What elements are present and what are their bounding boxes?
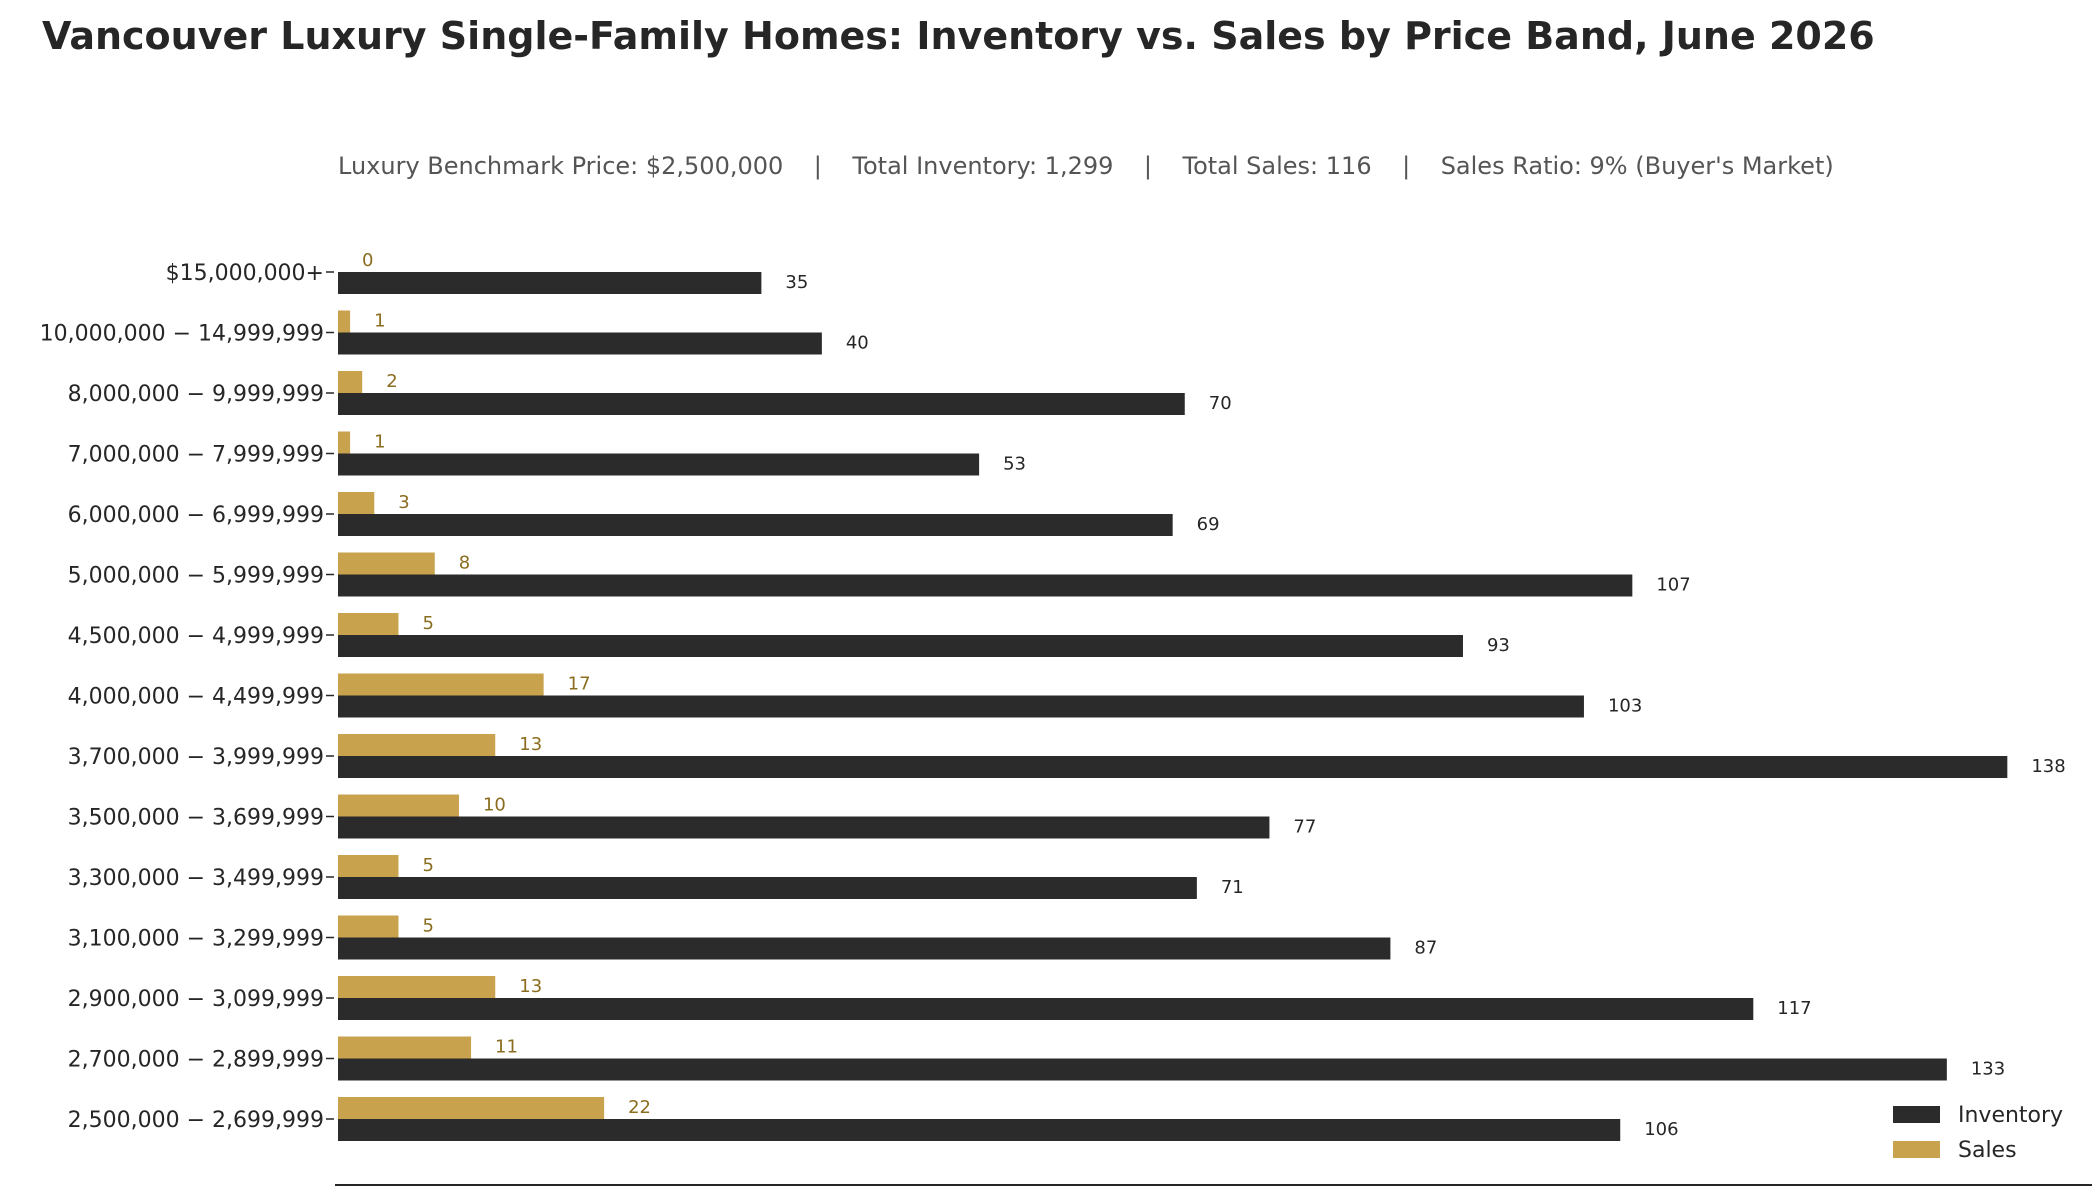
category-label: 2,900,000 − 3,099,999: [68, 987, 324, 1012]
sales-bar: [338, 915, 399, 938]
sales-value-label: 3: [398, 492, 409, 513]
sales-bar: [338, 794, 459, 817]
inventory-value-label: 93: [1487, 635, 1510, 656]
sales-bar: [338, 673, 544, 696]
inventory-bar: [338, 514, 1173, 536]
sales-value-label: 5: [422, 613, 433, 634]
sales-value-label: 22: [628, 1097, 651, 1118]
legend: Inventory Sales: [1893, 1103, 2063, 1163]
sales-bar: [338, 613, 399, 635]
inventory-bar: [338, 695, 1584, 718]
sales-bar: [338, 976, 496, 998]
category-label: 8,000,000 − 9,999,999: [68, 382, 324, 407]
sales-bar: [338, 431, 351, 454]
sales-value-label: 2: [386, 371, 397, 392]
sales-bar: [338, 310, 351, 333]
inventory-bar: [338, 756, 2008, 778]
category-label: 6,000,000 − 6,999,999: [68, 503, 324, 528]
sales-value-label: 11: [495, 1037, 518, 1058]
inventory-value-label: 35: [785, 272, 808, 293]
sales-bar: [338, 492, 375, 514]
inventory-bar: [338, 1058, 1947, 1081]
sales-bar: [338, 552, 435, 575]
sales-value-label: 1: [374, 432, 385, 453]
inventory-value-label: 77: [1293, 817, 1316, 838]
legend-label-sales: Sales: [1958, 1138, 2017, 1163]
inventory-bar: [338, 998, 1754, 1020]
sales-value-label: 17: [568, 674, 591, 695]
inventory-bar: [338, 816, 1270, 839]
sales-value-label: 1: [374, 311, 385, 332]
category-label: 3,100,000 − 3,299,999: [68, 927, 324, 952]
legend-swatch-sales: [1893, 1141, 1940, 1158]
chart-title: Vancouver Luxury Single-Family Homes: In…: [42, 14, 1875, 58]
category-label: 7,000,000 − 7,999,999: [68, 443, 324, 468]
category-label: 2,500,000 − 2,699,999: [68, 1108, 324, 1133]
inventory-bar: [338, 393, 1185, 415]
sales-bar: [338, 855, 399, 877]
sales-bar: [338, 371, 363, 393]
inventory-value-label: 87: [1414, 938, 1437, 959]
sales-value-label: 13: [519, 734, 542, 755]
inventory-bar: [338, 574, 1633, 597]
bars: 0 35 1 40 2 70 1 53 3 69 8 107 5 93 17 103 13 138 10 77 5 71 5…: [338, 250, 2066, 1141]
sales-bar: [338, 1097, 605, 1119]
inventory-value-label: 70: [1209, 393, 1232, 414]
inventory-value-label: 40: [846, 333, 869, 354]
inventory-bar: [338, 272, 762, 294]
stats-line: Luxury Benchmark Price: $2,500,000 | Tot…: [338, 152, 1834, 180]
category-label: 3,700,000 − 3,999,999: [68, 745, 324, 770]
category-label: $15,000,000+: [166, 261, 324, 286]
sales-value-label: 10: [483, 795, 506, 816]
inventory-bar: [338, 1119, 1621, 1141]
category-label: 3,300,000 − 3,499,999: [68, 866, 324, 891]
stats-text: Luxury Benchmark Price: $2,500,000 | Tot…: [338, 152, 1834, 180]
sales-value-label: 5: [422, 855, 433, 876]
inventory-bar: [338, 635, 1463, 657]
inventory-bar: [338, 453, 980, 476]
sales-bar: [338, 1036, 472, 1059]
category-label: 3,500,000 − 3,699,999: [68, 806, 324, 831]
inventory-bar: [338, 877, 1197, 899]
inventory-value-label: 138: [2031, 756, 2065, 777]
inventory-value-label: 106: [1644, 1119, 1678, 1140]
inventory-bar: [338, 937, 1391, 960]
inventory-value-label: 71: [1221, 877, 1244, 898]
sales-value-label: 13: [519, 976, 542, 997]
inventory-value-label: 103: [1608, 696, 1642, 717]
inventory-value-label: 117: [1777, 998, 1811, 1019]
inventory-value-label: 107: [1656, 575, 1690, 596]
sales-value-label: 8: [459, 553, 470, 574]
category-label: 4,000,000 − 4,499,999: [68, 685, 324, 710]
inventory-value-label: 69: [1197, 514, 1220, 535]
inventory-value-label: 53: [1003, 454, 1026, 475]
category-label: 4,500,000 − 4,999,999: [68, 624, 324, 649]
category-label: 10,000,000 − 14,999,999: [40, 322, 324, 347]
category-label: 5,000,000 − 5,999,999: [68, 564, 324, 589]
sales-bar: [338, 734, 496, 756]
legend-label-inventory: Inventory: [1958, 1103, 2063, 1128]
inventory-bar: [338, 332, 822, 355]
sales-value-label: 5: [422, 916, 433, 937]
sales-value-label: 0: [362, 250, 373, 271]
category-label: 2,700,000 − 2,899,999: [68, 1048, 324, 1073]
legend-swatch-inventory: [1893, 1106, 1940, 1123]
category-labels: $15,000,000+ 10,000,000 − 14,999,999 8,000…: [40, 261, 334, 1133]
inventory-value-label: 133: [1971, 1059, 2005, 1080]
